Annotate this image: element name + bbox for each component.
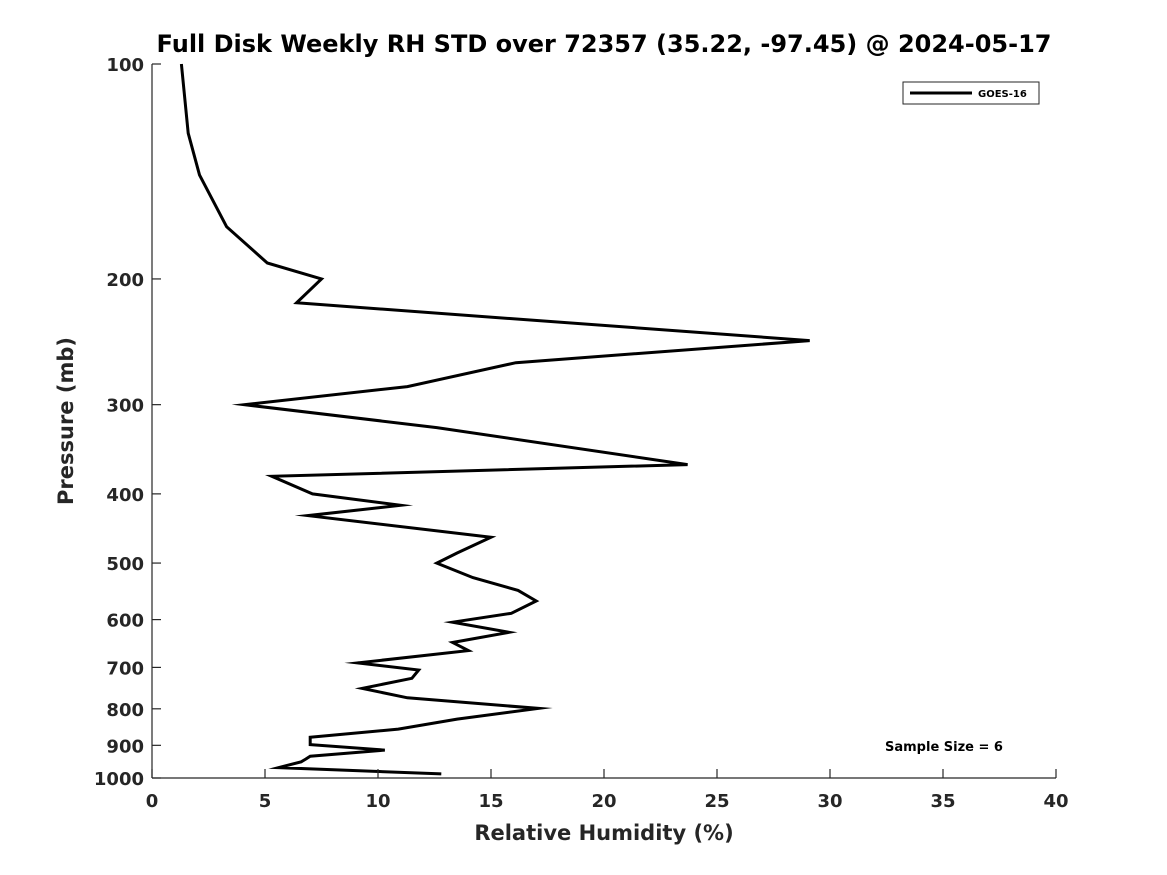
sample-size-annotation: Sample Size = 6 — [885, 740, 1003, 755]
series-line-goes-16 — [179, 63, 810, 776]
x-tick-label: 5 — [259, 791, 272, 812]
x-axis: 0 5 10 15 20 25 30 35 40 — [146, 769, 1069, 812]
x-axis-label: Relative Humidity (%) — [474, 821, 733, 845]
y-tick-label: 400 — [106, 485, 144, 506]
y-tick-label: 100 — [106, 55, 144, 76]
x-tick-label: 20 — [591, 791, 616, 812]
y-tick-label: 500 — [106, 554, 144, 575]
legend-entry-goes-16: GOES-16 — [978, 89, 1027, 100]
y-tick-label: 300 — [106, 396, 144, 417]
x-tick-label: 10 — [365, 791, 390, 812]
plot-area — [179, 63, 810, 776]
chart-title: Full Disk Weekly RH STD over 72357 (35.2… — [157, 30, 1052, 58]
legend: GOES-16 — [902, 81, 1040, 105]
y-tick-label: 200 — [106, 270, 144, 291]
y-axis-label: Pressure (mb) — [54, 337, 78, 505]
y-tick-label: 600 — [106, 611, 144, 632]
x-tick-label: 35 — [930, 791, 955, 812]
y-tick-label: 800 — [106, 700, 144, 721]
y-tick-label: 1000 — [94, 769, 144, 790]
y-tick-label: 700 — [106, 658, 144, 679]
x-tick-label: 25 — [704, 791, 729, 812]
y-axis: 100 200 300 400 500 600 700 800 900 1000 — [94, 55, 161, 790]
x-tick-label: 40 — [1043, 791, 1068, 812]
y-tick-label: 900 — [106, 736, 144, 757]
x-tick-label: 30 — [817, 791, 842, 812]
x-tick-label: 15 — [478, 791, 503, 812]
x-tick-label: 0 — [146, 791, 159, 812]
